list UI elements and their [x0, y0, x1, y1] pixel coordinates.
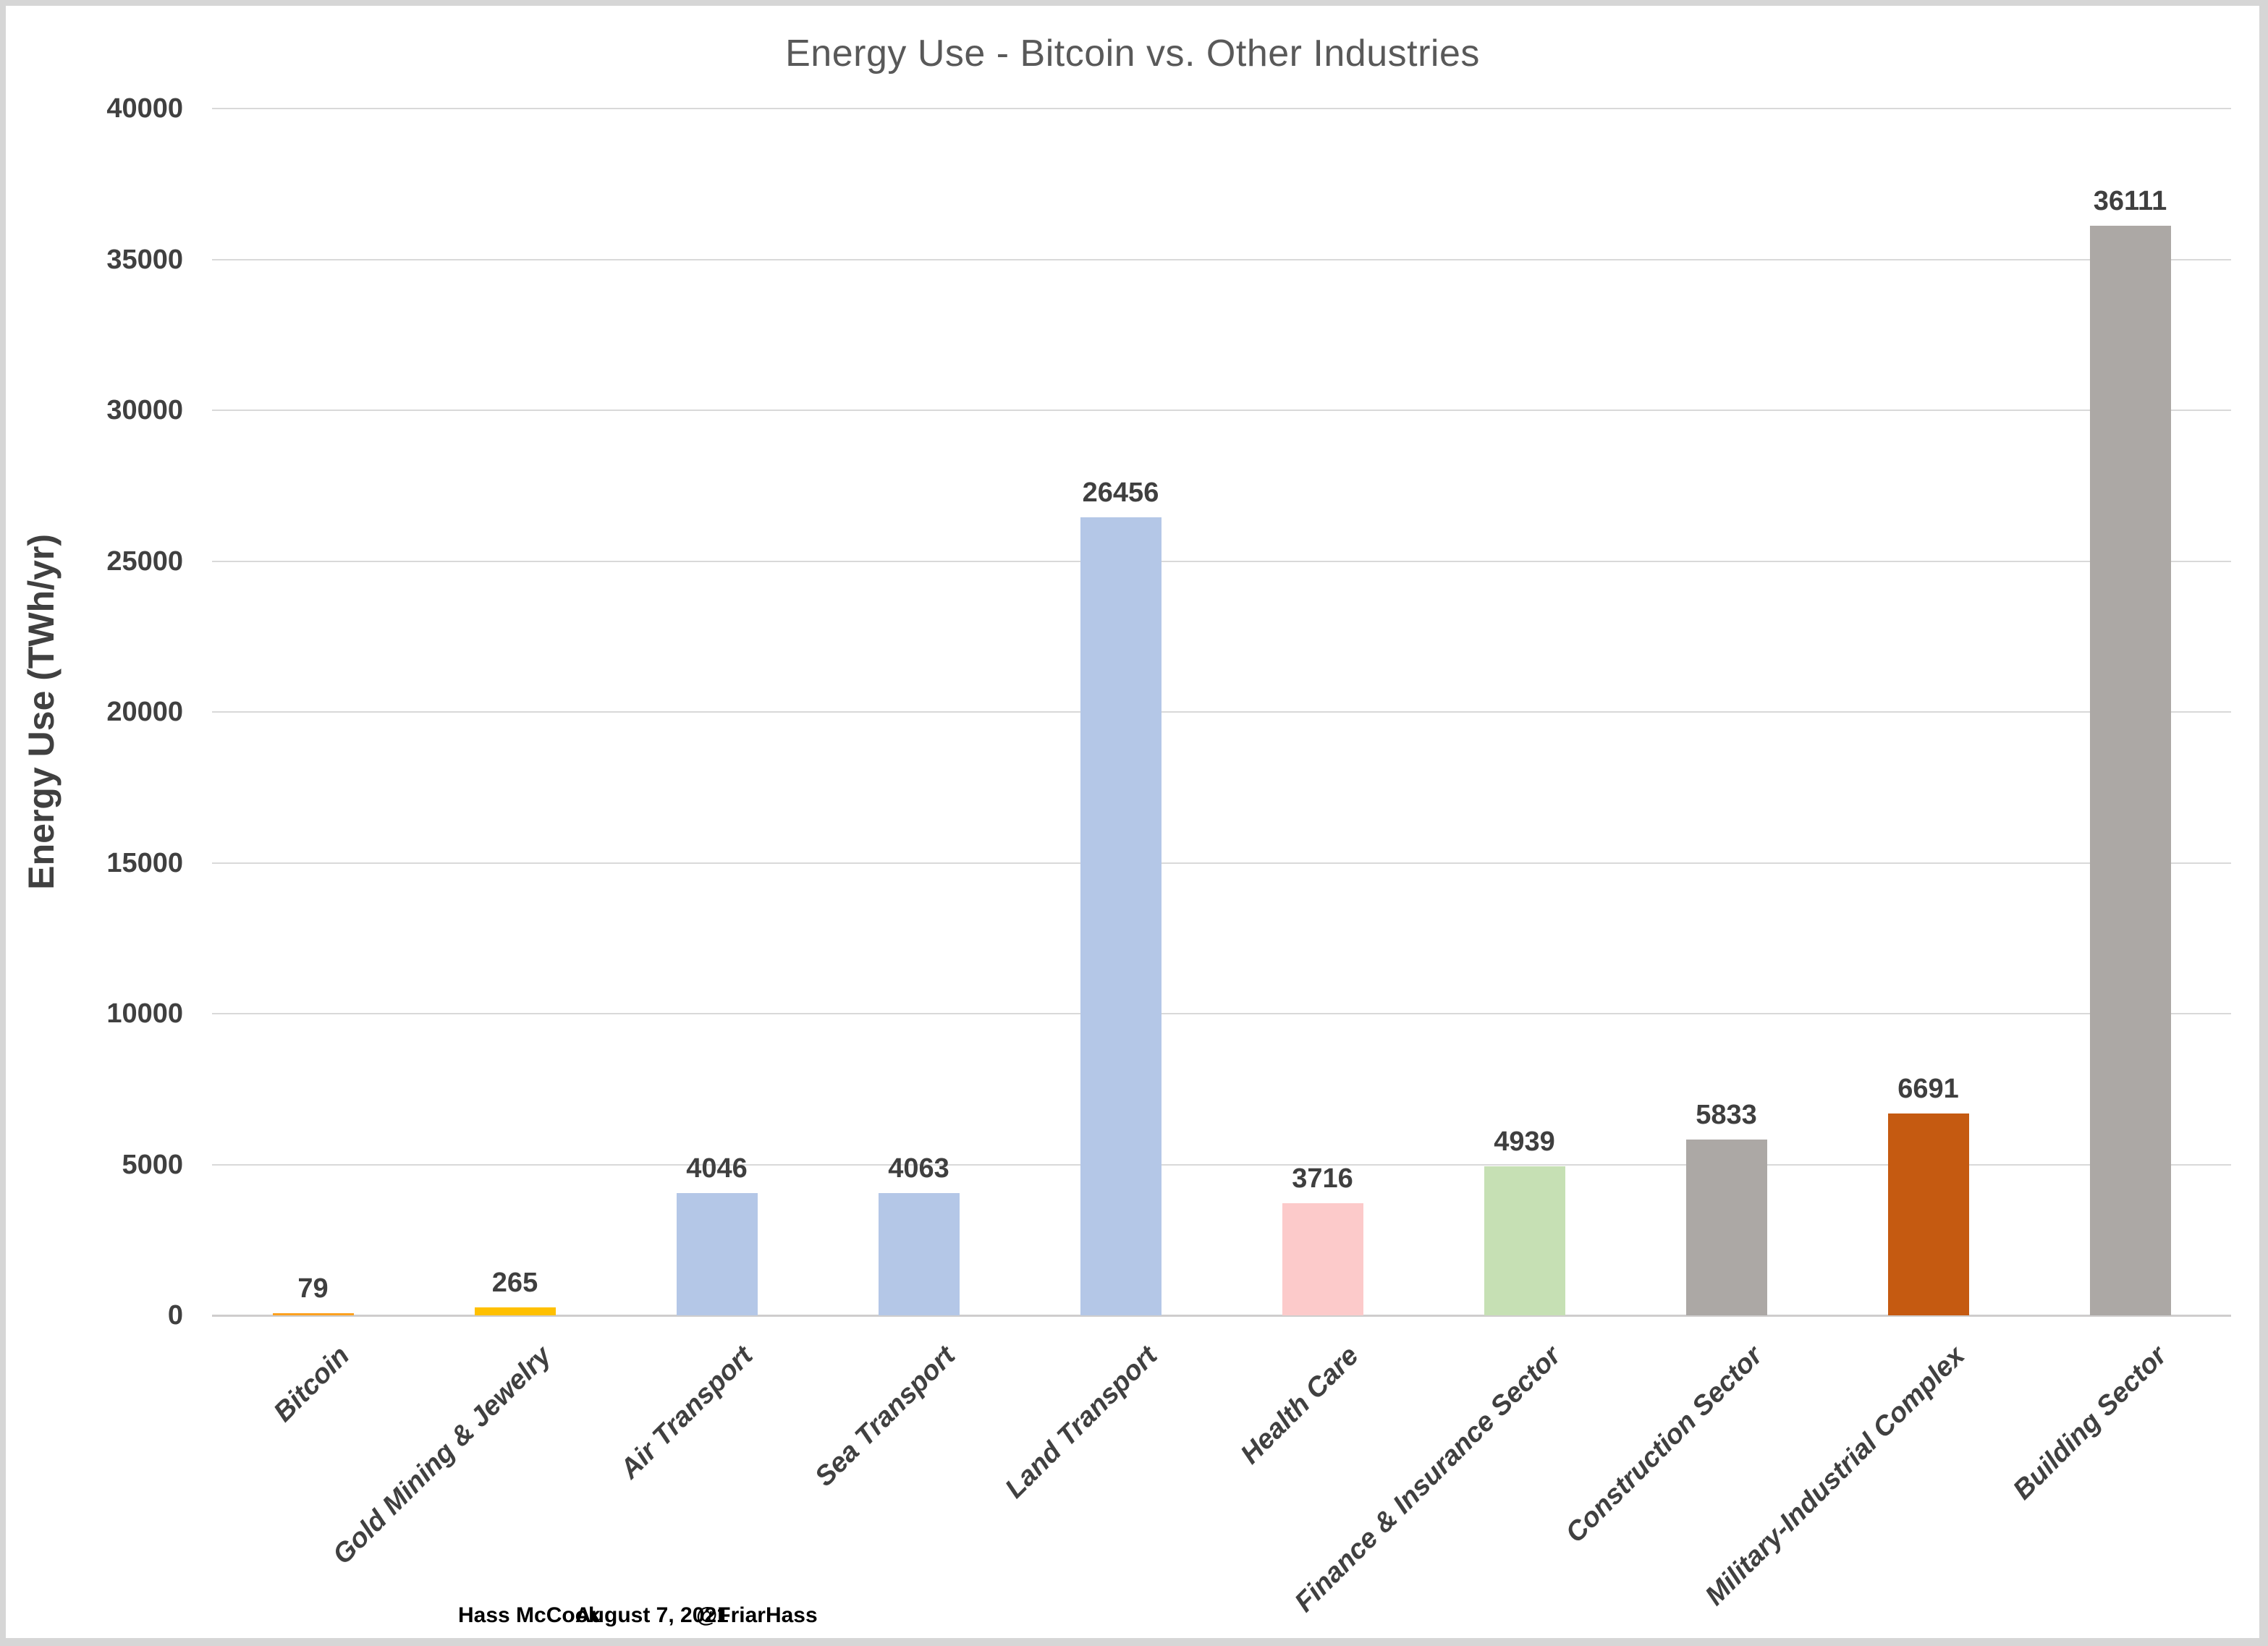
- bar-value-4: 26456: [1082, 477, 1159, 508]
- bar-land-transport: [1080, 517, 1161, 1315]
- plot-area: 0 5000 10000 15000 20000 25000 30000 35000 40000…: [106, 93, 2231, 1618]
- y-tick-label-20000: 20000: [106, 697, 183, 727]
- chart-canvas: Energy Use - Bitcoin vs. Other Industrie…: [6, 6, 2259, 1638]
- bar-finance-insurance-sector: [1484, 1166, 1565, 1315]
- bar-military-industrial-complex: [1887, 1113, 1969, 1315]
- bar-sea-transport: [878, 1192, 960, 1315]
- gridline-30000: [212, 410, 2231, 411]
- footer-date: August 7, 2021: [575, 1603, 729, 1627]
- bar-value-8: 6691: [1897, 1073, 1959, 1104]
- bar-bitcoin: [272, 1312, 354, 1315]
- gridline-25000: [212, 560, 2231, 562]
- y-tick-label-15000: 15000: [106, 847, 183, 878]
- bar-value-5: 3716: [1292, 1163, 1353, 1195]
- x-label-5: Health Care: [1235, 1340, 1365, 1470]
- gridline-20000: [212, 711, 2231, 713]
- footer-author: Hass McCook: [458, 1603, 601, 1627]
- bar-health-care: [1282, 1203, 1363, 1315]
- x-label-2: Air Transport: [614, 1340, 759, 1485]
- x-label-3: Sea Transport: [809, 1340, 961, 1493]
- bar-value-9: 36111: [2093, 186, 2167, 217]
- gridline-10000: [212, 1013, 2231, 1014]
- bar-value-2: 4046: [686, 1153, 748, 1184]
- x-label-9: Building Sector: [2007, 1340, 2172, 1506]
- y-tick-label-30000: 30000: [106, 395, 183, 425]
- gridline-40000: [212, 108, 2231, 109]
- bar-value-7: 5833: [1696, 1099, 1757, 1130]
- bar-value-1: 265: [491, 1267, 538, 1298]
- gridline-15000: [212, 862, 2231, 864]
- bar-value-0: 79: [297, 1273, 329, 1304]
- bar-construction-sector: [1685, 1139, 1767, 1315]
- footer-handle: @FriarHass: [696, 1603, 818, 1627]
- gridline-35000: [212, 258, 2231, 260]
- gridline-5000: [212, 1163, 2231, 1166]
- x-label-4: Land Transport: [999, 1340, 1163, 1504]
- bar-building-sector: [2089, 226, 2171, 1315]
- x-label-7: Construction Sector: [1560, 1340, 1769, 1549]
- y-tick-label-25000: 25000: [106, 546, 183, 577]
- x-label-1: Gold Mining & Jewelry: [327, 1340, 557, 1571]
- chart-title: Energy Use - Bitcoin vs. Other Industrie…: [785, 33, 1480, 75]
- bar-gold-mining-jewelry: [474, 1307, 556, 1315]
- y-tick-label-5000: 5000: [122, 1149, 183, 1180]
- y-tick-label-40000: 40000: [106, 93, 183, 124]
- y-tick-label-0: 0: [167, 1300, 183, 1331]
- bar-air-transport: [676, 1193, 758, 1315]
- bar-value-3: 4063: [888, 1153, 949, 1184]
- y-tick-label-10000: 10000: [106, 998, 183, 1029]
- x-label-0: Bitcoin: [268, 1340, 355, 1428]
- y-tick-label-35000: 35000: [106, 244, 183, 275]
- bar-value-6: 4939: [1494, 1127, 1555, 1158]
- x-axis-line: [212, 1315, 2231, 1317]
